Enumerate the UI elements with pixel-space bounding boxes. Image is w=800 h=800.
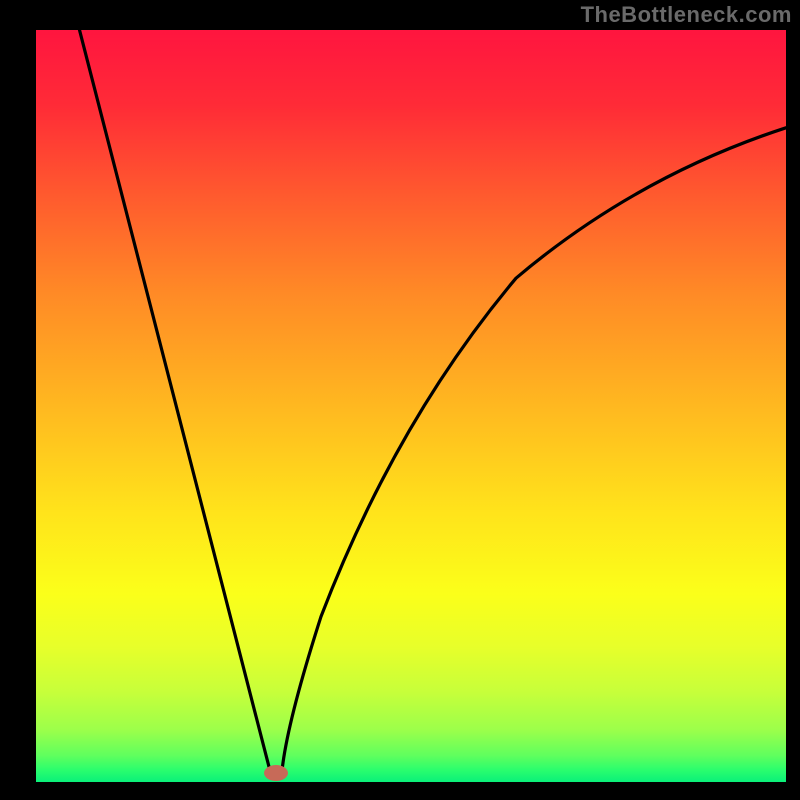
bottleneck-curve	[36, 30, 786, 782]
frame-border-left	[0, 0, 36, 800]
chart-frame: TheBottleneck.com	[0, 0, 800, 800]
frame-border-bottom	[0, 782, 800, 800]
watermark-text: TheBottleneck.com	[581, 2, 792, 28]
frame-border-right	[786, 0, 800, 800]
optimum-marker	[262, 763, 290, 782]
plot-area	[36, 30, 786, 782]
